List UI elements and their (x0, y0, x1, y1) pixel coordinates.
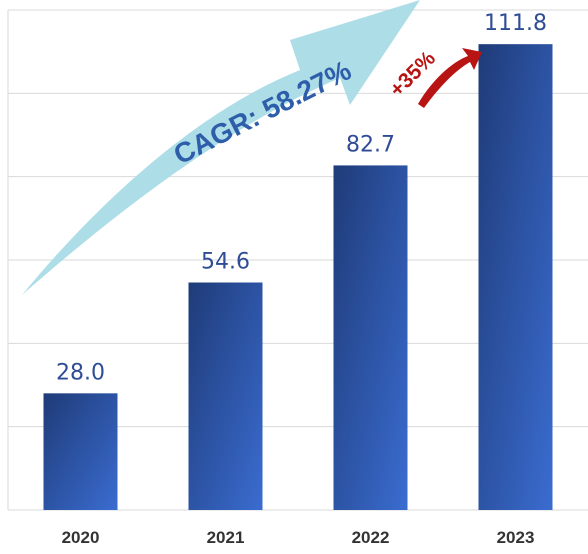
bars (43, 44, 553, 511)
cagr-label: CAGR: 58.27% (169, 54, 356, 170)
value-label-2021: 54.6 (201, 250, 250, 275)
bar-2022 (333, 165, 408, 510)
bar-2023 (478, 44, 553, 511)
bar-2020 (43, 393, 118, 510)
cagr-arrow (22, 0, 420, 295)
x-tick-2022: 2022 (352, 528, 390, 547)
value-label-2023: 111.8 (484, 11, 547, 36)
bar-2021 (188, 282, 263, 510)
value-label-2020: 28.0 (56, 360, 105, 385)
x-tick-2021: 2021 (207, 528, 245, 547)
x-tick-2020: 2020 (62, 528, 100, 547)
x-tick-2023: 2023 (497, 528, 535, 547)
x-tick-labels: 2020 2021 2022 2023 (62, 528, 535, 547)
value-label-2022: 82.7 (346, 132, 395, 157)
growth-arrow (418, 48, 482, 108)
value-labels: 28.0 54.6 82.7 111.8 (56, 11, 547, 385)
